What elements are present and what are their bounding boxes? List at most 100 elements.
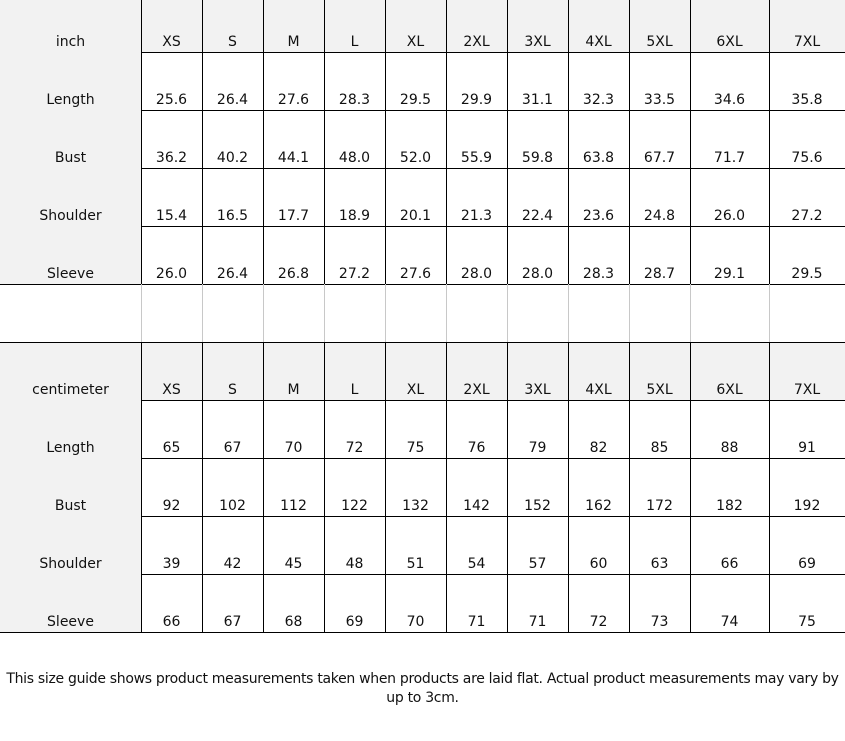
row-divider xyxy=(0,632,845,633)
measurement-value: 39 xyxy=(162,556,181,572)
column-divider xyxy=(263,0,264,284)
measurement-value: 26.4 xyxy=(216,266,249,282)
size-header: M xyxy=(263,342,324,400)
row-divider xyxy=(0,226,845,227)
measurement-value: 27.2 xyxy=(338,266,371,282)
spacer-divider xyxy=(568,284,569,342)
measurement-value: 26.0 xyxy=(713,208,746,224)
measurement-value: 68 xyxy=(284,614,303,630)
column-divider xyxy=(324,0,325,284)
column-divider xyxy=(141,0,142,284)
measurement-value: 15.4 xyxy=(155,208,188,224)
measurement-value: 28.7 xyxy=(643,266,676,282)
measurement-value: 17.7 xyxy=(277,208,310,224)
measurement-value: 28.3 xyxy=(582,266,615,282)
measurement-value: 31.1 xyxy=(521,92,554,108)
measurement-value: 51 xyxy=(406,556,425,572)
measurement-value: 21.3 xyxy=(460,208,493,224)
size-header: 2XL xyxy=(446,0,507,52)
spacer-divider xyxy=(385,284,386,342)
spacer-divider xyxy=(690,284,691,342)
measurement-value: 82 xyxy=(589,440,608,456)
measurement-value: 79 xyxy=(528,440,547,456)
size-header: 7XL xyxy=(769,342,845,400)
measurement-value: 29.5 xyxy=(791,266,823,282)
column-divider xyxy=(202,342,203,632)
measurement-value: 72 xyxy=(589,614,608,630)
measurement-label: Sleeve xyxy=(0,226,141,284)
spacer-divider xyxy=(202,284,203,342)
measurement-value: 67 xyxy=(223,614,242,630)
size-header: L xyxy=(324,0,385,52)
column-divider xyxy=(507,342,508,632)
measurement-value: 112 xyxy=(280,498,307,514)
measurement-value: 27.6 xyxy=(399,266,432,282)
measurement-value: 52.0 xyxy=(399,150,432,166)
size-header: 7XL xyxy=(769,0,845,52)
measurement-value: 26.8 xyxy=(277,266,310,282)
measurement-value: 28.0 xyxy=(460,266,493,282)
row-divider xyxy=(0,342,845,343)
measurement-value: 27.6 xyxy=(277,92,310,108)
measurement-value: 92 xyxy=(162,498,181,514)
measurement-value: 33.5 xyxy=(643,92,676,108)
measurement-value: 29.1 xyxy=(713,266,746,282)
column-divider xyxy=(446,342,447,632)
measurement-value: 36.2 xyxy=(155,150,188,166)
measurement-value: 22.4 xyxy=(521,208,554,224)
measurement-label: Shoulder xyxy=(0,168,141,226)
measurement-value: 75 xyxy=(798,614,816,630)
column-divider xyxy=(385,0,386,284)
size-header: 2XL xyxy=(446,342,507,400)
measurement-label: Length xyxy=(0,52,141,110)
measurement-value: 75.6 xyxy=(791,150,823,166)
measurement-label: Sleeve xyxy=(0,574,141,632)
measurement-value: 91 xyxy=(798,440,816,456)
column-divider xyxy=(568,0,569,284)
measurement-value: 70 xyxy=(284,440,303,456)
measurement-value: 20.1 xyxy=(399,208,432,224)
row-divider xyxy=(0,458,845,459)
measurement-value: 85 xyxy=(650,440,669,456)
size-header: S xyxy=(202,0,263,52)
column-divider xyxy=(202,0,203,284)
measurement-value: 71 xyxy=(467,614,486,630)
measurement-value: 40.2 xyxy=(216,150,249,166)
measurement-value: 102 xyxy=(219,498,246,514)
size-header: XL xyxy=(385,342,446,400)
spacer-divider xyxy=(263,284,264,342)
measurement-value: 66 xyxy=(720,556,739,572)
measurement-value: 16.5 xyxy=(216,208,249,224)
row-divider xyxy=(0,52,845,53)
size-header: 3XL xyxy=(507,342,568,400)
measurement-value: 63.8 xyxy=(582,150,615,166)
measurement-value: 28.0 xyxy=(521,266,554,282)
size-guide-note: This size guide shows product measuremen… xyxy=(6,671,839,706)
size-header: XL xyxy=(385,0,446,52)
measurement-value: 66 xyxy=(162,614,181,630)
measurement-value: 44.1 xyxy=(277,150,310,166)
measurement-value: 192 xyxy=(793,498,821,514)
measurement-label: Length xyxy=(0,400,141,458)
measurement-value: 71 xyxy=(528,614,547,630)
column-divider xyxy=(629,342,630,632)
measurement-value: 75 xyxy=(406,440,425,456)
measurement-value: 72 xyxy=(345,440,364,456)
spacer-divider xyxy=(769,284,770,342)
size-header: 5XL xyxy=(629,342,690,400)
measurement-value: 70 xyxy=(406,614,425,630)
row-divider xyxy=(0,574,845,575)
size-header: S xyxy=(202,342,263,400)
measurement-value: 48.0 xyxy=(338,150,371,166)
spacer-divider xyxy=(446,284,447,342)
size-header: XS xyxy=(141,342,202,400)
column-divider xyxy=(629,0,630,284)
measurement-value: 32.3 xyxy=(582,92,615,108)
row-divider xyxy=(0,400,845,401)
measurement-value: 88 xyxy=(720,440,739,456)
column-divider xyxy=(769,342,770,632)
measurement-value: 67.7 xyxy=(643,150,676,166)
measurement-value: 27.2 xyxy=(791,208,823,224)
measurement-label: Bust xyxy=(0,458,141,516)
row-divider xyxy=(0,516,845,517)
